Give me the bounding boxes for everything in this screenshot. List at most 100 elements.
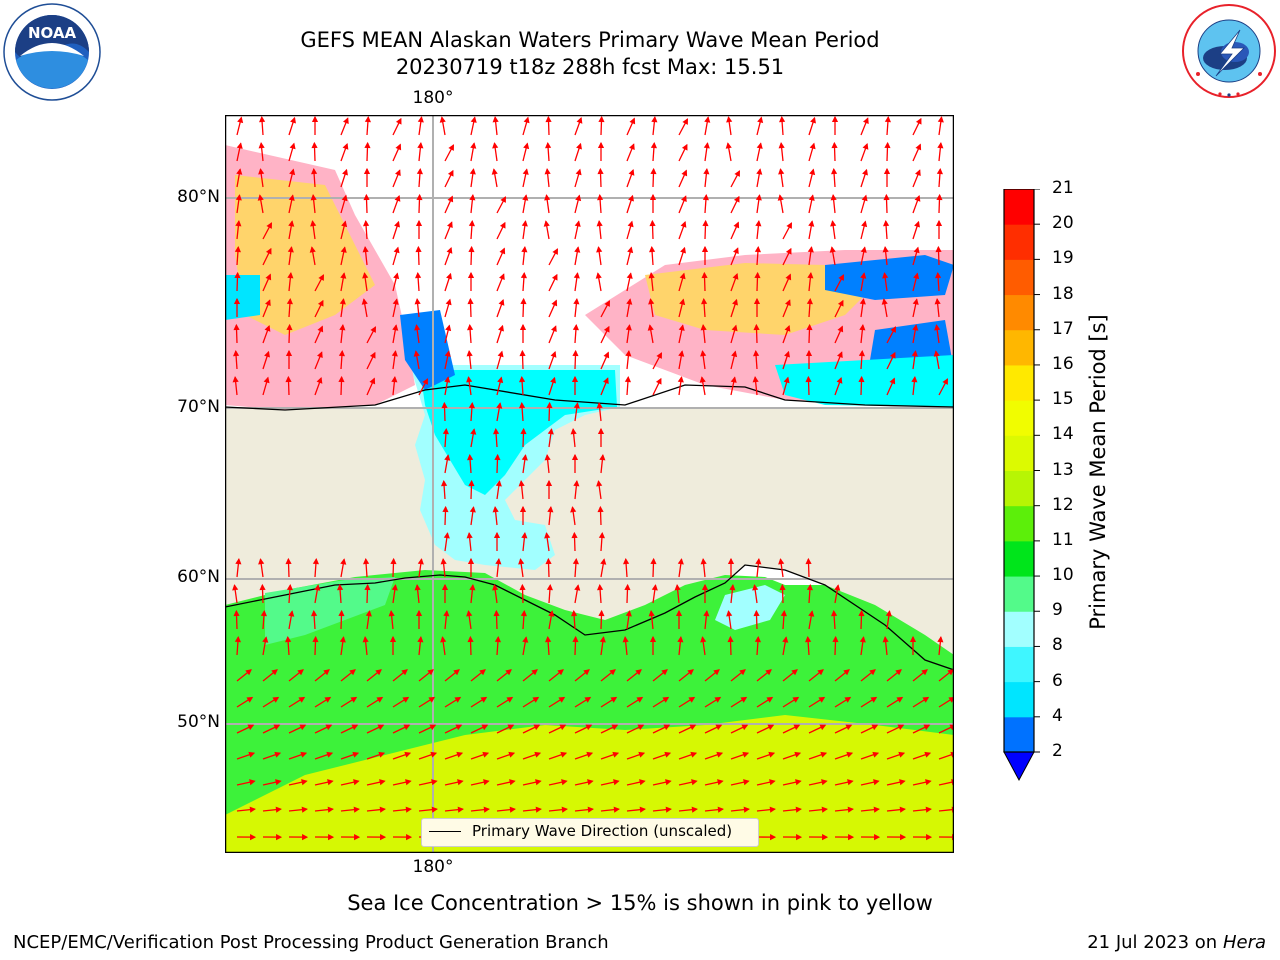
direction-arrow-head bbox=[702, 219, 709, 227]
direction-arrow-head bbox=[234, 245, 241, 253]
direction-arrow-head bbox=[521, 532, 528, 539]
direction-arrow-head bbox=[780, 609, 787, 617]
direction-arrow-head bbox=[809, 168, 816, 176]
direction-arrow-head bbox=[522, 194, 529, 201]
direction-arrow-head bbox=[493, 427, 500, 435]
colorbar-segment bbox=[1004, 505, 1034, 542]
direction-arrow-head bbox=[649, 635, 657, 642]
direction-arrow-head bbox=[786, 222, 792, 229]
direction-arrow-head bbox=[861, 194, 868, 202]
direction-arrow-head bbox=[805, 349, 813, 356]
direction-arrow-head bbox=[778, 168, 785, 175]
direction-arrow-head bbox=[299, 724, 307, 731]
direction-arrow-head bbox=[681, 143, 688, 151]
direction-arrow-head bbox=[519, 583, 526, 591]
direction-arrow-head bbox=[752, 584, 759, 591]
direction-arrow-head bbox=[338, 609, 345, 617]
direction-arrow-head bbox=[883, 193, 890, 201]
direction-arrow-head bbox=[915, 169, 921, 177]
direction-arrow-head bbox=[468, 219, 475, 227]
direction-arrow-head bbox=[274, 751, 282, 758]
direction-arrow-head bbox=[882, 636, 889, 643]
direction-arrow-head bbox=[469, 168, 476, 175]
direction-arrow-head bbox=[235, 220, 242, 227]
direction-arrow-head bbox=[311, 115, 319, 122]
direction-arrow-head bbox=[793, 724, 801, 731]
direction-arrow-head bbox=[447, 195, 454, 203]
direction-arrow-head bbox=[312, 635, 319, 643]
direction-arrow-head bbox=[343, 117, 349, 125]
direction-arrow-head bbox=[576, 142, 582, 150]
direction-arrow-head bbox=[466, 376, 473, 383]
direction-arrow-head bbox=[544, 194, 551, 201]
direction-arrow-head bbox=[547, 428, 554, 435]
direction-arrow-head bbox=[678, 324, 685, 331]
direction-arrow-head bbox=[545, 115, 552, 123]
direction-arrow-head bbox=[415, 245, 422, 253]
direction-arrow-head bbox=[275, 779, 282, 786]
direction-arrow-head bbox=[859, 636, 866, 643]
sea-ice-east-blue bbox=[825, 255, 954, 300]
direction-arrow-head bbox=[571, 453, 579, 460]
direction-arrow-head bbox=[913, 272, 920, 280]
colorbar-tick-label: 6 bbox=[1052, 670, 1063, 691]
direction-arrow-head bbox=[883, 219, 890, 227]
direction-arrow-head bbox=[491, 168, 498, 175]
direction-arrow-head bbox=[338, 349, 345, 357]
direction-arrow-head bbox=[681, 195, 687, 203]
direction-arrow-head bbox=[873, 779, 880, 786]
direction-arrow-head bbox=[453, 669, 460, 676]
direction-arrow-head bbox=[843, 669, 850, 676]
direction-arrow-head bbox=[766, 696, 774, 703]
direction-arrow-head bbox=[925, 779, 932, 786]
direction-arrow-head bbox=[915, 143, 922, 151]
direction-arrow-head bbox=[808, 194, 815, 201]
direction-arrow-head bbox=[921, 669, 928, 676]
direction-arrow-head bbox=[288, 610, 295, 617]
direction-arrow-head bbox=[551, 273, 558, 281]
direction-arrow-head bbox=[937, 142, 944, 149]
direction-arrow-head bbox=[755, 220, 762, 227]
direction-arrow-head bbox=[767, 724, 775, 731]
direction-arrow-head bbox=[837, 325, 844, 333]
colorbar-segment bbox=[1004, 400, 1034, 436]
direction-arrow-head bbox=[924, 751, 932, 758]
direction-arrow-head bbox=[570, 428, 577, 435]
direction-arrow-head bbox=[509, 806, 516, 813]
direction-arrow-head bbox=[317, 351, 323, 359]
direction-arrow-head bbox=[353, 779, 360, 786]
direction-arrow-head bbox=[829, 246, 836, 253]
direction-arrow-head bbox=[700, 558, 707, 565]
direction-arrow-head bbox=[869, 669, 876, 676]
direction-arrow-head bbox=[326, 751, 334, 758]
direction-arrow-head bbox=[622, 636, 629, 643]
direction-arrow-head bbox=[249, 779, 256, 786]
lon-label-top: 180° bbox=[412, 88, 454, 108]
direction-arrow-head bbox=[232, 584, 239, 591]
direction-arrow-head bbox=[806, 583, 813, 591]
direction-arrow-head bbox=[388, 610, 395, 617]
direction-arrow-head bbox=[715, 724, 723, 731]
direction-arrow-head bbox=[623, 557, 630, 565]
direction-arrow-head bbox=[522, 168, 529, 175]
direction-arrow-head bbox=[701, 245, 709, 252]
colorbar-tick-label: 9 bbox=[1052, 600, 1063, 621]
direction-arrow-head bbox=[246, 696, 254, 703]
direction-arrow-head bbox=[703, 142, 710, 149]
direction-arrow-head bbox=[859, 298, 866, 305]
direction-arrow-head bbox=[494, 453, 501, 461]
direction-arrow-head bbox=[756, 142, 763, 149]
ocean-pacific-green bbox=[225, 570, 954, 815]
direction-arrow-head bbox=[727, 635, 734, 643]
direction-arrow-head bbox=[497, 376, 504, 384]
direction-arrow-head bbox=[521, 454, 528, 461]
direction-arrow-head bbox=[792, 696, 800, 703]
direction-arrow-head bbox=[362, 272, 369, 279]
direction-arrow-head bbox=[911, 376, 918, 383]
direction-arrow-head bbox=[519, 401, 526, 409]
direction-arrow-head bbox=[714, 696, 722, 703]
direction-arrow-head bbox=[468, 401, 475, 409]
direction-arrow-head bbox=[937, 636, 944, 643]
direction-arrow-head bbox=[832, 635, 839, 643]
direction-arrow-head bbox=[922, 696, 930, 703]
